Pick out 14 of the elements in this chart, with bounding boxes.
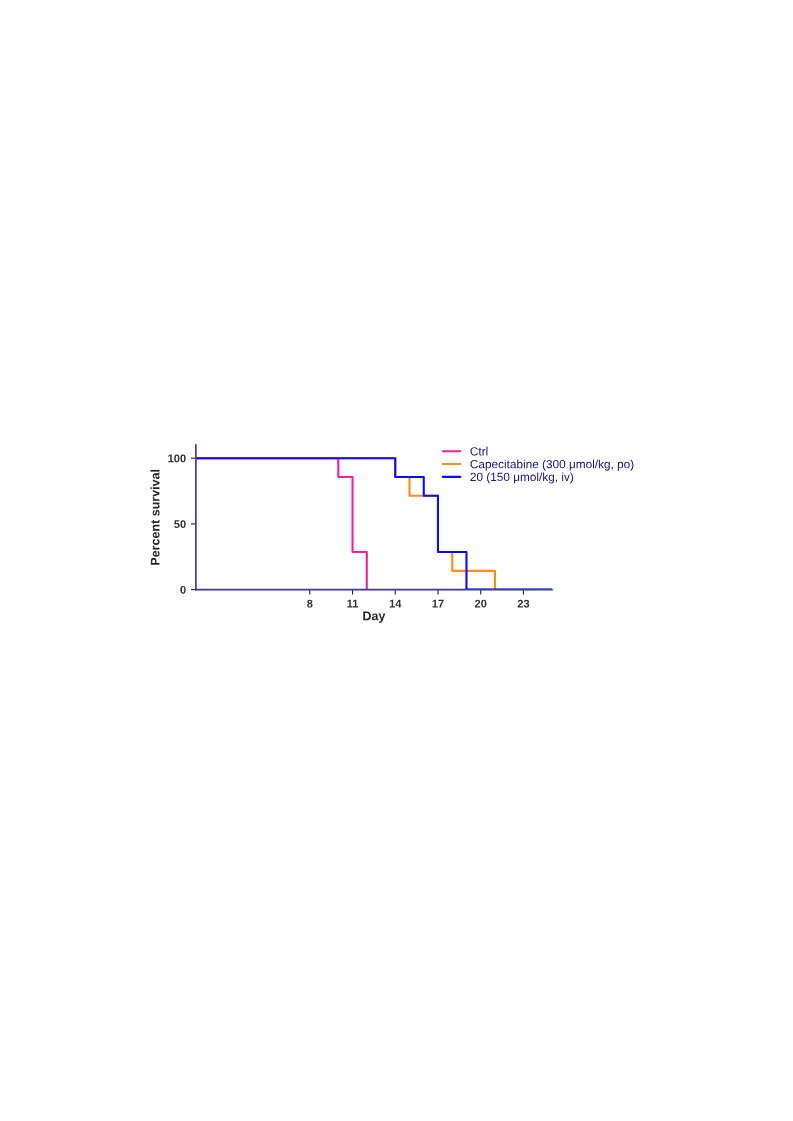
y-axis-title: Percent survival	[150, 469, 160, 565]
x-tick-label: 11	[347, 599, 359, 608]
x-tick-label: 8	[307, 599, 313, 608]
y-tick-label: 50	[174, 520, 186, 529]
x-tick-label: 14	[389, 599, 402, 608]
legend-label: 20 (150 μmol/kg, iv)	[470, 472, 574, 484]
x-axis-title: Day	[363, 611, 386, 623]
x-tick-label: 17	[432, 599, 444, 608]
x-tick-label: 23	[517, 599, 530, 608]
legend-label: Ctrl	[470, 446, 488, 456]
legend-label: Capecitabine (300 μmol/kg, po)	[470, 459, 634, 471]
y-tick-label: 100	[168, 454, 186, 463]
x-tick-label: 20	[474, 599, 487, 608]
y-tick-label: 0	[180, 585, 186, 594]
